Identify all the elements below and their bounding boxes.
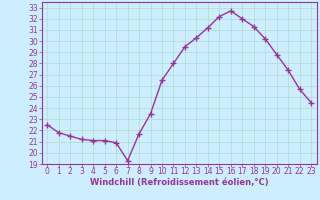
X-axis label: Windchill (Refroidissement éolien,°C): Windchill (Refroidissement éolien,°C) (90, 178, 268, 187)
